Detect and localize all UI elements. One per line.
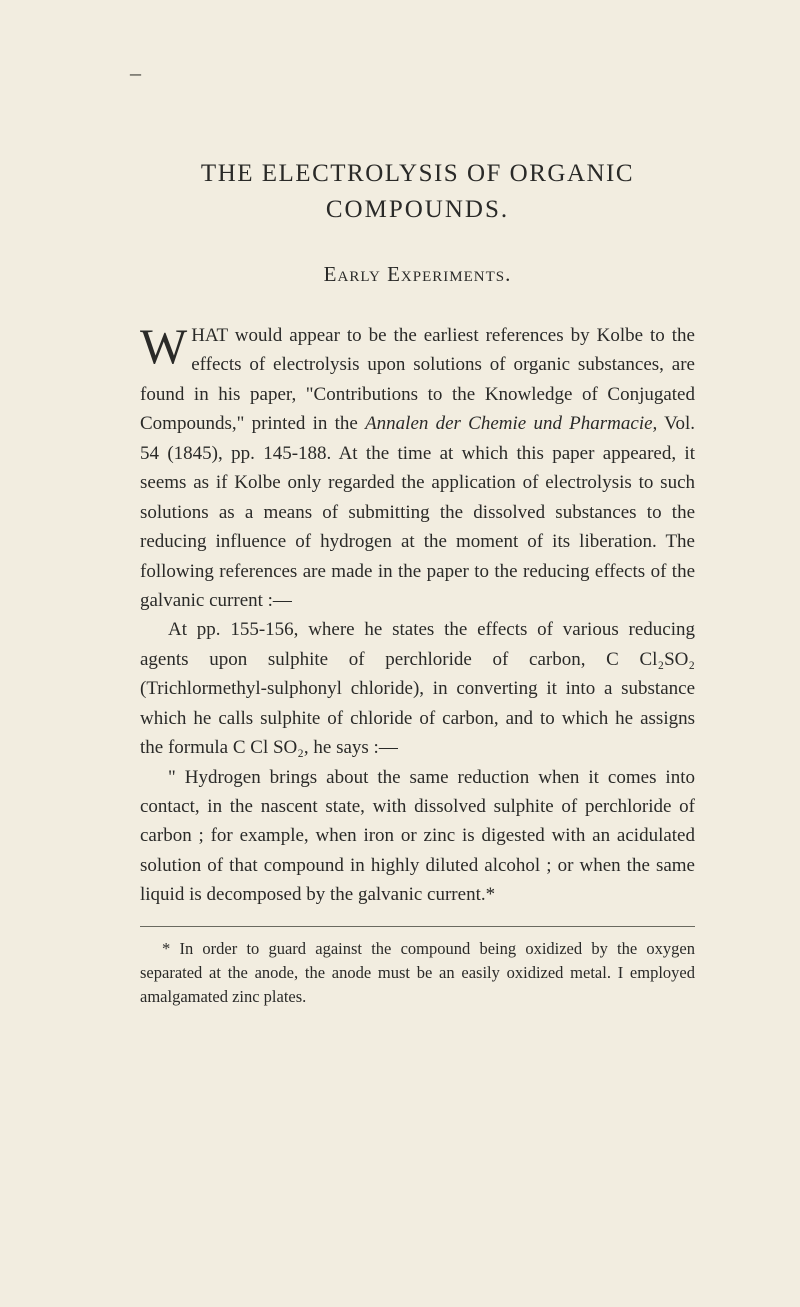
footnote-text: * In order to guard against the compound…: [140, 937, 695, 1009]
para1-italic: Annalen der Chemie und Pharmacie,: [365, 413, 657, 434]
section-subtitle: Early Experiments.: [140, 262, 695, 287]
paragraph-2: At pp. 155-156, where he states the effe…: [140, 615, 695, 762]
paragraph-3-quote: " Hydrogen brings about the same reducti…: [140, 763, 695, 910]
page-title-line2: COMPOUNDS.: [140, 196, 695, 224]
dropcap: W: [140, 325, 187, 368]
footnote-separator: [140, 926, 695, 927]
page-title-line1: THE ELECTROLYSIS OF ORGANIC: [140, 160, 695, 188]
paragraph-1: WHAT would appear to be the earliest ref…: [140, 321, 695, 615]
para1-continuation: Vol. 54 (1845), pp. 145-188. At the time…: [140, 413, 695, 611]
page-dash-mark: –: [130, 60, 141, 86]
